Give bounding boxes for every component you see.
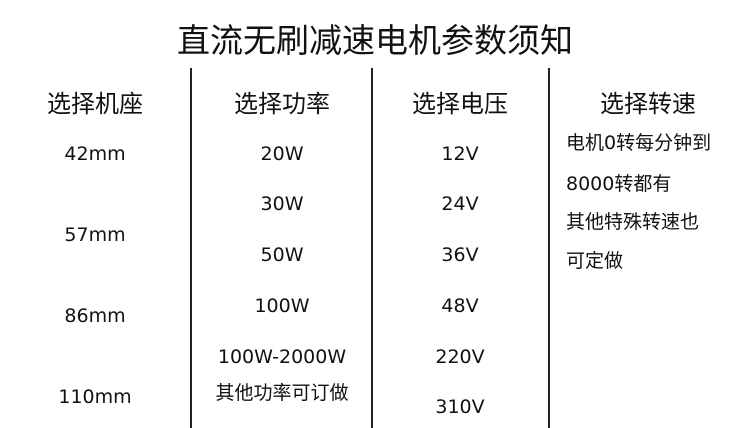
header-power: 选择功率 (234, 90, 330, 118)
voltage-item: 36V (441, 244, 479, 266)
frame-size-item: 110mm (58, 386, 132, 408)
voltage-item: 310V (435, 396, 485, 418)
column-divider (190, 68, 192, 428)
voltage-item: 48V (441, 295, 479, 317)
header-voltage: 选择电压 (412, 90, 508, 118)
header-frame-size: 选择机座 (47, 90, 143, 118)
power-item: 其他功率可订做 (215, 382, 349, 404)
speed-note-line: 其他特殊转速也 (566, 211, 700, 233)
power-item: 30W (260, 193, 304, 215)
power-item: 100W (254, 295, 310, 317)
frame-size-item: 42mm (64, 143, 126, 165)
speed-note-line: 电机0转每分钟到 (566, 132, 712, 154)
voltage-item: 12V (441, 143, 479, 165)
page-title: 直流无刷减速电机参数须知 (177, 21, 573, 60)
column-divider (371, 68, 373, 428)
power-item: 100W-2000W (217, 346, 347, 368)
speed-note-line: 8000转都有 (566, 173, 672, 195)
power-item: 20W (260, 143, 304, 165)
voltage-item: 24V (441, 193, 479, 215)
power-item: 50W (260, 244, 304, 266)
column-divider (548, 68, 550, 428)
frame-size-item: 57mm (64, 224, 126, 246)
header-speed: 选择转速 (600, 90, 696, 118)
voltage-item: 220V (435, 346, 485, 368)
speed-note-line: 可定做 (566, 250, 624, 272)
frame-size-item: 86mm (64, 305, 126, 327)
